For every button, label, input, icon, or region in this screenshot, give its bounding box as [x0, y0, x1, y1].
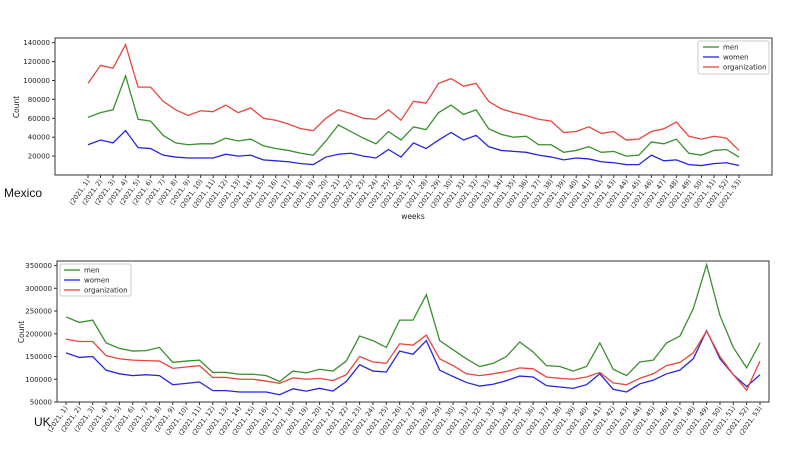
series-line-women: [65, 329, 761, 396]
legend-label-organization: organization: [84, 287, 128, 295]
legend-label-women: women: [84, 277, 110, 285]
y-axis: 50000 100000 150000 200000 250000 300000 35000…: [25, 262, 57, 407]
y-axis-label: Count: [17, 321, 26, 343]
y-tick-label: 140000: [23, 39, 50, 47]
panel-caption: UK: [34, 415, 51, 429]
legend: men women organization: [59, 263, 132, 297]
x-axis: (2021, 1)(2021, 2)(2021, 3)(2021, 4)(202…: [68, 175, 743, 210]
series-lines: [65, 262, 761, 396]
series-lines: [87, 42, 740, 167]
y-tick-label: 50000: [30, 399, 52, 407]
y-tick-label: 350000: [25, 262, 52, 270]
panel-caption: Mexico: [4, 186, 42, 200]
y-tick-label: 250000: [25, 308, 52, 316]
y-tick-label: 60000: [28, 115, 50, 123]
y-tick-label: 80000: [28, 96, 50, 104]
legend-frame: [697, 40, 770, 75]
x-axis: (2021, 1)(2021, 2)(2021, 3)(2021, 4)(202…: [46, 402, 764, 437]
y-tick-label: 20000: [28, 153, 50, 161]
y-tick-label: 100000: [25, 376, 52, 384]
y-tick-label: 200000: [25, 330, 52, 338]
series-line-men: [65, 262, 761, 383]
series-line-men: [87, 73, 740, 158]
y-tick-label: 150000: [25, 353, 52, 361]
legend-label-men: men: [84, 267, 100, 275]
y-tick-label: 120000: [23, 58, 50, 66]
legend: men women organization: [697, 40, 770, 75]
series-line-organization: [65, 329, 761, 392]
chart-panel-mexico: 20000 40000 60000 80000 100000 120000 140000 (…: [4, 37, 773, 221]
chart-panel-uk: 50000 100000 150000 200000 250000 300000 35000…: [17, 260, 770, 437]
y-tick-label: 300000: [25, 285, 52, 293]
plot-frame: [56, 260, 770, 403]
legend-label-women: women: [723, 54, 749, 62]
x-axis-label: weeks: [401, 212, 425, 221]
series-line-organization: [87, 42, 740, 151]
legend-label-men: men: [723, 44, 739, 52]
y-axis-label: Count: [12, 96, 21, 118]
legend-label-organization: organization: [723, 64, 767, 72]
legend-frame: [59, 263, 132, 297]
y-tick-label: 100000: [23, 77, 50, 85]
series-line-women: [87, 129, 740, 167]
y-axis: 20000 40000 60000 80000 100000 120000 140000: [23, 39, 55, 161]
y-tick-label: 40000: [28, 134, 50, 142]
